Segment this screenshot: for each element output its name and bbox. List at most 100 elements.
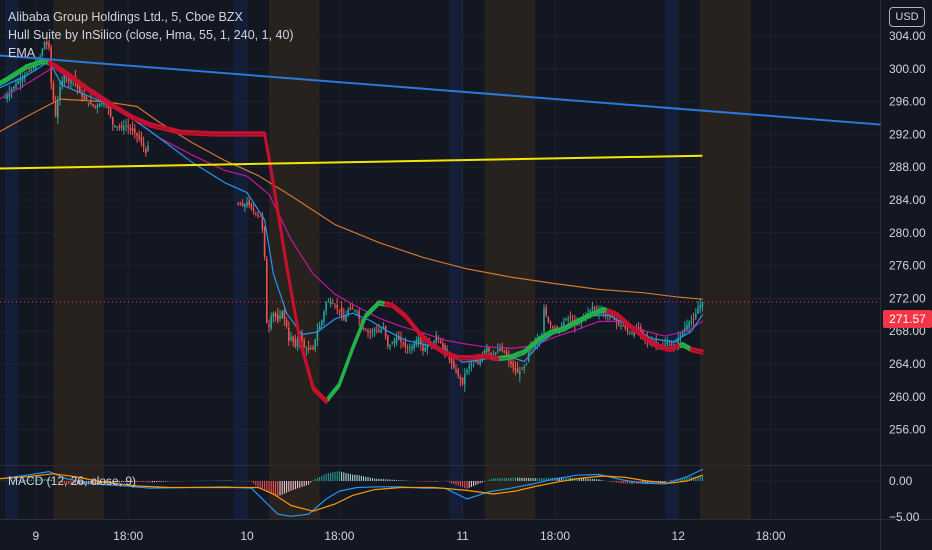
candle-body: [81, 94, 83, 97]
candle-body: [255, 212, 257, 214]
hull-segment-up: [678, 342, 691, 349]
hull-segment-up-band: [679, 345, 691, 352]
candle-body: [252, 208, 255, 211]
hull-segment-down: [604, 307, 682, 350]
candle-body: [28, 70, 30, 72]
candle-body: [365, 330, 367, 332]
candle-body: [457, 370, 459, 376]
symbol-title[interactable]: Alibaba Group Holdings Ltd., 5, Cboe BZX: [8, 10, 243, 24]
candle-body: [109, 107, 112, 117]
candle-body: [684, 327, 686, 332]
candle-body: [483, 350, 486, 356]
candle-body: [312, 347, 314, 349]
candle-body: [41, 49, 44, 56]
candle-body: [413, 343, 415, 349]
candle-body: [591, 307, 594, 311]
candle-body: [266, 258, 268, 323]
candle-body: [98, 104, 101, 108]
candle-body: [604, 315, 607, 317]
candle-body: [338, 309, 341, 311]
candle-body: [664, 344, 666, 347]
hull-segment-down: [687, 345, 704, 353]
candle-body: [274, 313, 277, 317]
candle-body: [92, 104, 94, 106]
candle-body: [626, 328, 629, 332]
candle-body: [697, 308, 699, 314]
candle-body: [690, 320, 693, 323]
candle-body: [136, 133, 138, 136]
candle-body: [624, 324, 627, 329]
candle-body: [94, 105, 96, 107]
candle-body: [402, 343, 404, 345]
drawings[interactable]: [0, 51, 881, 303]
currency-button[interactable]: USD: [889, 7, 925, 27]
candle-body: [387, 335, 389, 346]
session-bands: [5, 0, 751, 519]
candle-body: [147, 145, 149, 151]
candle-body: [268, 324, 270, 327]
trendline-drawing[interactable]: [0, 51, 881, 126]
candle-body: [510, 361, 512, 364]
candle-body: [523, 366, 525, 369]
candle-body: [138, 135, 140, 139]
candle-body: [681, 331, 684, 335]
candle-body: [448, 357, 451, 360]
ema-legend[interactable]: EMA: [8, 46, 36, 60]
candle-body: [666, 342, 668, 345]
candle-body: [85, 97, 88, 101]
candle-body: [68, 76, 70, 82]
candle-body: [497, 350, 499, 352]
last-price-tag: 271.57: [883, 310, 932, 328]
hull-segment-up: [326, 300, 385, 399]
candle-body: [519, 371, 521, 376]
candle-body: [512, 362, 514, 368]
candle-body: [114, 125, 116, 127]
candle-body: [459, 376, 462, 380]
hull-suite-legend[interactable]: Hull Suite by InSilico (close, Hma, 55, …: [8, 28, 294, 42]
macd-legend[interactable]: MACD (12, 26, close, 9): [8, 474, 137, 488]
candle-body: [468, 365, 470, 369]
candle-body: [422, 345, 424, 351]
candle-body: [26, 72, 28, 75]
candle-body: [545, 306, 547, 316]
candle-body: [52, 83, 55, 100]
candle-body: [633, 330, 635, 336]
candle-body: [629, 332, 631, 334]
candle-body: [46, 42, 48, 45]
candle-body: [486, 345, 488, 352]
ema-line-blue: [0, 60, 704, 363]
candle-body: [464, 373, 466, 385]
candle-body: [356, 311, 358, 313]
support-line-drawing[interactable]: [0, 154, 703, 170]
candle-body: [455, 369, 457, 372]
candle-body: [125, 125, 127, 127]
candle-body: [565, 318, 567, 321]
candle-body: [675, 341, 677, 343]
candle-body: [63, 74, 66, 84]
candle-body: [404, 342, 407, 347]
candle-body: [70, 78, 72, 84]
candle-body: [439, 341, 442, 344]
price-tick-label: 296.00: [889, 95, 926, 109]
candle-body: [347, 309, 349, 315]
candle-body: [426, 344, 429, 350]
candle-body: [527, 349, 530, 362]
session-band-post: [484, 0, 536, 519]
candle-body: [686, 325, 688, 330]
candle-body: [567, 318, 569, 320]
candle-body: [277, 314, 279, 321]
candle-body: [79, 86, 81, 93]
candle-body: [380, 329, 382, 333]
hull-segment-down-band: [382, 304, 501, 362]
candle-body: [631, 333, 633, 335]
candle-body: [701, 301, 704, 308]
candle-body: [598, 311, 600, 313]
candle-body: [123, 126, 125, 130]
candle-body: [668, 344, 671, 346]
candle-body: [43, 41, 46, 50]
candle-body: [305, 348, 308, 350]
candle-body: [373, 328, 376, 331]
time-tick-label: 18:00: [756, 529, 786, 543]
